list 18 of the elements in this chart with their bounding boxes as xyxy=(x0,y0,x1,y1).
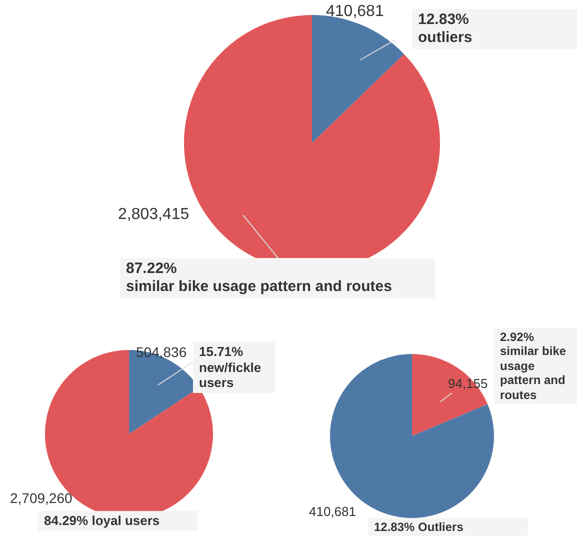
slice-label: similar bike usage pattern and routes xyxy=(500,344,566,402)
data-label: 504,836 xyxy=(136,344,187,360)
data-label: 2,709,260 xyxy=(10,490,72,506)
slice-label: Outliers xyxy=(418,520,464,534)
text: 15.71% xyxy=(199,344,244,359)
data-label: 410,681 xyxy=(326,3,384,21)
data-label: 410,681 xyxy=(309,504,356,519)
slice-label: loyal users xyxy=(92,513,160,528)
slice-label: outliers xyxy=(418,29,472,46)
text: 12.83% xyxy=(374,520,415,534)
text: 84.29% xyxy=(44,513,88,528)
data-label: 2,803,415 xyxy=(118,206,190,224)
text: 12.83% xyxy=(418,11,469,28)
text: 87.22% xyxy=(126,260,177,277)
pie-slice xyxy=(412,354,488,436)
slice-label: similar bike usage pattern and routes xyxy=(126,278,392,295)
text: 2.92% xyxy=(500,330,534,344)
slice-label: new/fickle users xyxy=(199,360,262,390)
